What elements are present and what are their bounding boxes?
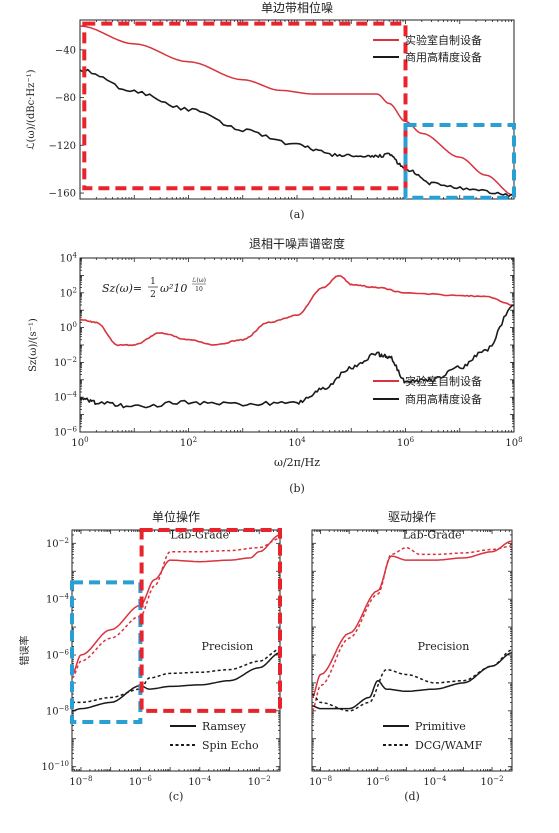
x-tick-label: 10−4: [188, 775, 212, 788]
x-tick-label: 108: [505, 436, 522, 449]
series-line-lab-solid-30: [311, 540, 513, 699]
x-tick-label: 10−8: [69, 775, 92, 788]
series-line-precision-dashed-23: [72, 648, 281, 704]
y-tick-label: 10−6: [46, 648, 70, 661]
annotation-lab-grade: Lab-Grade: [403, 528, 462, 541]
panel-a-label: (a): [289, 208, 304, 221]
formula-annotation: Sz(ω)= 1 2 ω²10 ℒ(ω) 10: [102, 277, 206, 300]
formula-prefix: Sz(ω)=: [102, 282, 142, 295]
panel-d-drive-operation: 驱动操作 10−8 10−6 10−4 10−2 Lab-Grade Precision Pr…: [309, 509, 513, 803]
y-tick-label: 10−10: [41, 760, 69, 773]
x-tick-label: 10−4: [423, 775, 447, 788]
x-tick-label: 104: [288, 436, 306, 449]
x-tick-label: 100: [71, 436, 88, 449]
series-line-lab-dashed-21: [71, 537, 281, 679]
x-tick-label: 10−2: [480, 775, 503, 788]
y-tick-label: 10−8: [46, 704, 69, 717]
panel-b-label: (b): [289, 482, 305, 495]
panel-c-label: (c): [169, 790, 184, 803]
formula-frac-den: 2: [150, 290, 156, 300]
x-tick-label: 10−2: [248, 775, 271, 788]
formula-exp-num: ℒ(ω): [192, 277, 206, 284]
x-tick-label: 106: [397, 436, 415, 449]
annotation-precision: Precision: [202, 640, 254, 653]
panel-d-label: (d): [404, 790, 420, 803]
x-tick-label: 10−6: [129, 775, 153, 788]
formula-frac-num: 1: [150, 277, 156, 287]
x-tick-label: 10−8: [309, 775, 332, 788]
series-line-precision-solid-32: [311, 652, 513, 710]
y-tick-label: 10−4: [46, 593, 70, 606]
series-line-precision-dashed-33: [311, 649, 513, 712]
y-tick-label: −40: [55, 45, 76, 56]
y-tick-label: 100: [60, 321, 77, 334]
series-line-solid-11: [79, 304, 515, 409]
y-axis-label: ℒ(ω)/(dBc·Hz⁻¹): [26, 69, 37, 149]
y-tick-label: 10−2: [46, 537, 69, 550]
annotation-precision: Precision: [418, 640, 470, 653]
y-tick-label: −120: [49, 141, 76, 152]
panel-a-title: 单边带相位噪: [261, 0, 333, 15]
formula-exp-den: 10: [195, 286, 203, 293]
y-tick-label: 102: [60, 286, 77, 299]
x-tick-label: 102: [180, 436, 197, 449]
plot-frame: [311, 529, 513, 772]
series-line-solid-10: [79, 275, 515, 347]
legend-c-label-0: Ramsey: [202, 720, 247, 733]
legend-b-label-0: 实验室自制设备: [405, 374, 482, 388]
series-line-solid-1: [79, 68, 515, 198]
legend-c-label-1: Spin Echo: [202, 739, 259, 752]
y-tick-label: 10−2: [54, 356, 77, 369]
panel-b-title: 退相干噪声谱密度: [249, 236, 345, 251]
legend-d-label-0: Primitive: [415, 720, 466, 733]
y-tick-label: 104: [60, 252, 78, 265]
panel-c-title: 单位操作: [152, 509, 200, 524]
highlight-box-1: [139, 528, 282, 713]
series-line-lab-solid-20: [71, 534, 281, 676]
x-tick-label: 10−6: [366, 775, 390, 788]
panel-a-phase-noise: 单边带相位噪 −160 −120 −80 −40 ℒ(ω)/(dBc·Hz⁻¹) 实验室自制…: [26, 0, 516, 221]
series-line-solid-0: [79, 25, 515, 197]
highlight-box-0: [70, 580, 143, 724]
legend-b-label-1: 商用高精度设备: [405, 392, 482, 406]
series-line-lab-dashed-31: [311, 545, 513, 712]
panel-d-title: 驱动操作: [388, 509, 436, 524]
y-tick-label: 10−4: [54, 391, 78, 404]
y-axis-label: Sz(ω)/(s⁻¹): [28, 318, 39, 372]
formula-body: ω²10: [160, 282, 187, 295]
legend-d-label-1: DCG/WAMF: [415, 739, 483, 752]
series-line-precision-solid-22: [72, 652, 281, 712]
highlight-box-0: [82, 21, 408, 191]
y-tick-label: −160: [49, 189, 76, 200]
y-axis-label: 错误率: [18, 636, 31, 666]
y-tick-label: 10−6: [54, 426, 78, 439]
legend-a-label-1: 商用高精度设备: [405, 50, 482, 64]
legend-a-label-0: 实验室自制设备: [405, 33, 482, 47]
highlight-box-1: [403, 123, 516, 200]
y-tick-label: −80: [55, 93, 76, 104]
x-axis-label: ω/2π/Hz: [274, 456, 320, 469]
